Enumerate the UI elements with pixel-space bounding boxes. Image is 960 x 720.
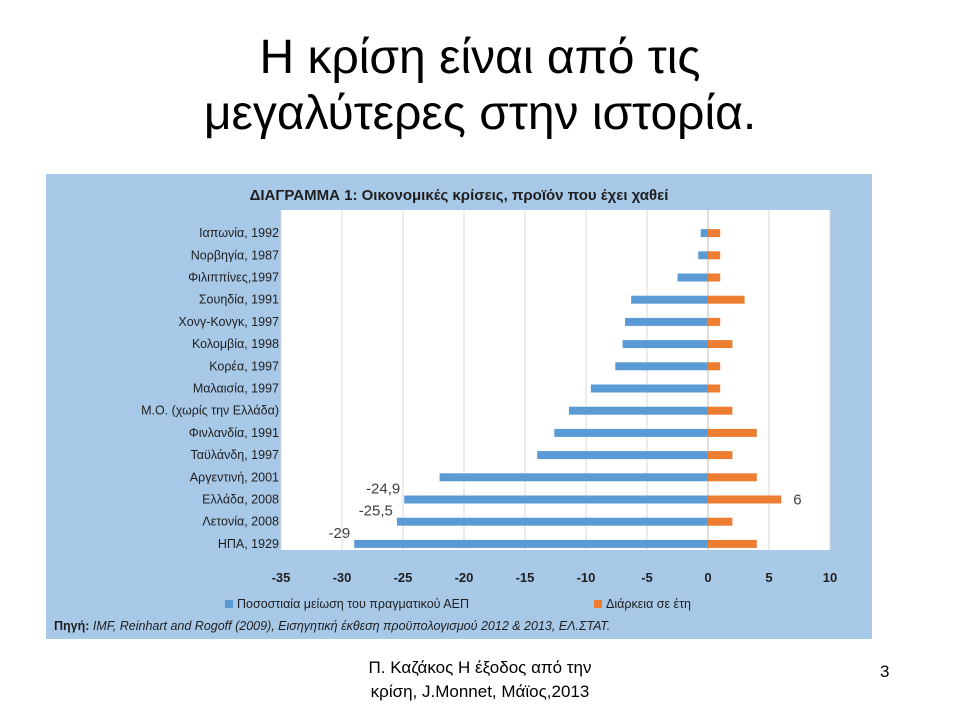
legend-label-gdp: Ποσοστιαία μείωση του πραγματικού ΑΕΠ bbox=[237, 597, 469, 611]
bar-gdp-decline bbox=[590, 384, 708, 393]
slide-title-line-2: μεγαλύτερες στην ιστορία. bbox=[203, 87, 757, 140]
category-label: Κορέα, 1997 bbox=[209, 359, 279, 373]
category-label: Νορβηγία, 1987 bbox=[191, 248, 279, 262]
category-label: Ταϋλάνδη, 1997 bbox=[190, 448, 279, 462]
data-label: 6 bbox=[793, 492, 801, 509]
category-label: Ιαπωνία, 1992 bbox=[199, 226, 279, 240]
bar-gdp-decline bbox=[698, 251, 708, 260]
bar-duration bbox=[708, 273, 721, 282]
category-label: Σουηδία, 1991 bbox=[199, 293, 279, 307]
slide-footer: Π. Καζάκος Η έξοδος από την κρίση, J.Mon… bbox=[290, 656, 670, 704]
bar-gdp-decline bbox=[554, 428, 708, 437]
bar-duration bbox=[708, 517, 733, 526]
bar-gdp-decline bbox=[615, 362, 708, 371]
bar-duration bbox=[708, 229, 721, 238]
bar-gdp-decline bbox=[677, 273, 708, 282]
bar-duration bbox=[708, 317, 721, 326]
legend-swatch-gdp bbox=[225, 600, 233, 608]
bar-gdp-decline bbox=[354, 539, 708, 548]
x-tick-label: -15 bbox=[516, 570, 535, 585]
bar-duration bbox=[708, 384, 721, 393]
category-label: Φινλανδία, 1991 bbox=[189, 426, 279, 440]
bar-duration bbox=[708, 295, 745, 304]
category-label: ΗΠΑ, 1929 bbox=[218, 537, 279, 551]
bar-duration bbox=[708, 539, 757, 548]
bar-gdp-decline bbox=[396, 517, 708, 526]
legend-swatch-duration bbox=[594, 600, 602, 608]
plot-area bbox=[281, 210, 830, 550]
bar-gdp-decline bbox=[622, 340, 708, 349]
bar-duration bbox=[708, 251, 721, 260]
bar-duration bbox=[708, 451, 733, 460]
bar-gdp-decline bbox=[439, 473, 708, 482]
x-tick-label: -25 bbox=[394, 570, 413, 585]
bar-duration bbox=[708, 362, 721, 371]
bar-gdp-decline bbox=[404, 495, 708, 504]
chart-source-prefix: Πηγή: bbox=[54, 619, 89, 633]
category-label: Χονγ-Κονγκ, 1997 bbox=[178, 315, 279, 329]
bar-gdp-decline bbox=[537, 451, 708, 460]
x-tick-label: -20 bbox=[455, 570, 474, 585]
slide-title-line-1: Η κρίση είναι από τις bbox=[259, 31, 701, 84]
category-label: Αργεντινή, 2001 bbox=[190, 470, 279, 484]
slide-title: Η κρίση είναι από τις μεγαλύτερες στην ι… bbox=[60, 30, 900, 142]
x-tick-label: 5 bbox=[765, 570, 772, 585]
x-tick-label: -5 bbox=[641, 570, 653, 585]
category-label: Μαλαισία, 1997 bbox=[193, 382, 279, 396]
bar-gdp-decline bbox=[631, 295, 708, 304]
x-tick-label: -35 bbox=[272, 570, 291, 585]
category-label: Φιλιππίνες,1997 bbox=[188, 271, 279, 285]
data-label: -25,5 bbox=[359, 503, 393, 520]
bar-gdp-decline bbox=[568, 406, 708, 415]
bar-duration bbox=[708, 428, 757, 437]
chart-source: Πηγή: IMF, Reinhart and Rogoff (2009), Ε… bbox=[54, 619, 610, 633]
category-label: Λετονία, 2008 bbox=[202, 515, 279, 529]
data-label: -24,9 bbox=[366, 481, 400, 498]
data-label: -29 bbox=[329, 525, 351, 542]
bar-gdp-decline bbox=[700, 229, 708, 238]
chart-title: ΔΙΑΓΡΑΜΜΑ 1: Οικονομικές κρίσεις, προϊόν… bbox=[250, 187, 669, 204]
footer-line-1: Π. Καζάκος Η έξοδος από την bbox=[368, 658, 592, 677]
bar-duration bbox=[708, 495, 782, 504]
category-label: Κολομβία, 1998 bbox=[192, 337, 279, 351]
x-tick-label: 0 bbox=[704, 570, 711, 585]
x-tick-label: 10 bbox=[823, 570, 837, 585]
x-tick-label: -10 bbox=[577, 570, 596, 585]
x-tick-label: -30 bbox=[333, 570, 352, 585]
category-label: Ελλάδα, 2008 bbox=[202, 493, 279, 507]
chart-legend: Ποσοστιαία μείωση του πραγματικού ΑΕΠ Δι… bbox=[225, 597, 691, 611]
bar-duration bbox=[708, 473, 757, 482]
category-label: Μ.Ο. (χωρίς την Ελλάδα) bbox=[141, 404, 279, 418]
footer-line-2: κρίση, J.Monnet, Μάϊος,2013 bbox=[370, 682, 590, 701]
bar-gdp-decline bbox=[625, 317, 708, 326]
bar-duration bbox=[708, 340, 733, 349]
chart-source-text: IMF, Reinhart and Rogoff (2009), Εισηγητ… bbox=[89, 619, 610, 633]
page-number: 3 bbox=[880, 662, 890, 681]
bar-duration bbox=[708, 406, 733, 415]
legend-label-duration: Διάρκεια σε έτη bbox=[606, 597, 691, 611]
